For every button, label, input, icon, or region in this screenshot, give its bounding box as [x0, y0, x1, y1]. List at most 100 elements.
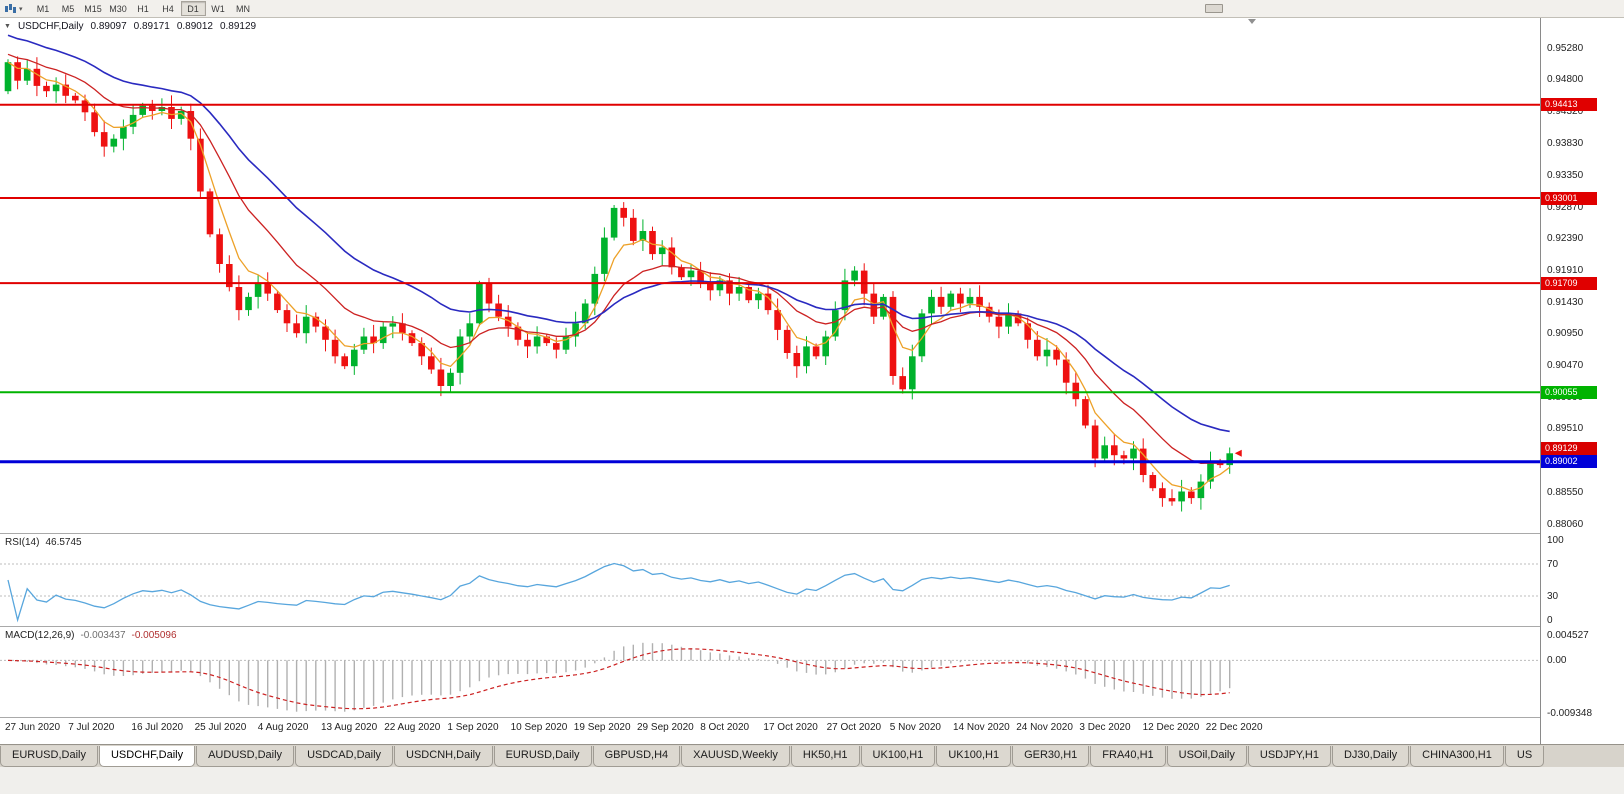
high-value: 0.89171 [133, 21, 170, 32]
chart-hscrollbar-thumb[interactable] [1205, 4, 1223, 13]
timeframe-buttons: M1 M5 M15 M30 H1 H4 D1 W1 MN [31, 1, 256, 16]
symbol-tab-hk50-h1[interactable]: HK50,H1 [790, 746, 860, 767]
candlestick-chart-icon [5, 3, 16, 13]
rsi-name: RSI(14) [5, 537, 40, 548]
last-price-marker [1234, 449, 1242, 457]
chart-tabbar: EURUSD,Daily USDCHF,Daily AUDUSD,Daily USDC… [0, 744, 1624, 767]
date-tick-label: 10 Sep 2020 [510, 722, 568, 733]
symbol-tab-audusd-daily[interactable]: AUDUSD,Daily [196, 746, 295, 767]
price-tick-label: 0.95280 [1547, 42, 1584, 54]
symbol-tab-uk100-h1[interactable]: UK100,H1 [936, 746, 1012, 767]
symbol-tab-fra40-h1[interactable]: FRA40,H1 [1090, 746, 1166, 767]
symbol-tab-ger30-h1[interactable]: GER30,H1 [1012, 746, 1090, 767]
date-tick-label: 29 Sep 2020 [637, 722, 694, 733]
macd-indicator-canvas[interactable] [0, 627, 1540, 717]
price-tick-label: 0.93830 [1547, 138, 1584, 150]
macd-level-label: 0.004527 [1547, 630, 1589, 641]
rsi-level-label: 0 [1547, 615, 1553, 626]
symbol-tab-gbpusd-h4[interactable]: GBPUSD,H4 [592, 746, 681, 767]
macd-name: MACD(12,26,9) [5, 630, 75, 641]
price-tick-label: 0.90470 [1547, 359, 1584, 371]
timeframe-button-MN[interactable]: MN [236, 4, 251, 14]
date-tick-label: 14 Nov 2020 [953, 722, 1010, 733]
timeframe-button-M1[interactable]: M1 [36, 4, 50, 14]
price-tick-label: 0.88060 [1547, 518, 1584, 530]
timeframe-button-D1[interactable]: D1 [180, 1, 206, 16]
symbol-tab-eurusd-daily[interactable]: EURUSD,Daily [493, 746, 592, 767]
rsi-indicator-canvas[interactable] [0, 534, 1540, 626]
macd-level-label: -0.009348 [1547, 708, 1593, 719]
price-tick-label: 0.91430 [1547, 296, 1584, 308]
hline-price-badge: 0.93001 [1541, 191, 1597, 205]
symbol-tab-usdcnh-daily[interactable]: USDCNH,Daily [394, 746, 493, 767]
hline-price-badge: 0.90055 [1541, 385, 1597, 399]
panel-splitter-rsi[interactable] [0, 533, 1624, 534]
timeframe-button-M5[interactable]: M5 [61, 4, 75, 14]
price-tick-label: 0.92390 [1547, 233, 1584, 245]
hline-price-badge: 0.91709 [1541, 276, 1597, 290]
date-tick-label: 7 Jul 2020 [68, 722, 115, 733]
macd-main-value: -0.003437 [80, 630, 126, 641]
price-tick-label: 0.89510 [1547, 423, 1584, 435]
timeframe-button-W1[interactable]: W1 [211, 4, 225, 14]
symbol-tab-usdchf-daily[interactable]: USDCHF,Daily [98, 746, 196, 767]
chart-window[interactable]: ▼ USDCHF,Daily 0.89097 0.89171 0.89012 0… [0, 18, 1624, 744]
chevron-down-icon: ▾ [19, 5, 23, 13]
ohlc-collapse-icon[interactable]: ▼ [4, 22, 11, 30]
rsi-value: 46.5745 [45, 537, 82, 548]
low-value: 0.89012 [176, 21, 213, 32]
rsi-label: RSI(14) 46.5745 [5, 537, 88, 548]
macd-signal-value: -0.005096 [131, 630, 177, 641]
symbol-period-label: USDCHF,Daily [17, 21, 84, 32]
timeframe-button-M15[interactable]: M15 [84, 4, 102, 14]
date-tick-label: 16 Jul 2020 [131, 722, 184, 733]
symbol-tab-eurusd-daily[interactable]: EURUSD,Daily [0, 746, 98, 767]
date-tick-label: 1 Sep 2020 [447, 722, 499, 733]
price-tick-label: 0.90950 [1547, 328, 1584, 340]
price-tick-label: 0.94320 [1547, 106, 1584, 117]
date-tick-label: 27 Oct 2020 [826, 722, 882, 733]
price-tick-label: 0.94800 [1547, 74, 1584, 86]
date-tick-label: 3 Dec 2020 [1079, 722, 1131, 733]
panel-splitter-macd[interactable] [0, 626, 1624, 627]
timeframe-button-M30[interactable]: M30 [109, 4, 127, 14]
chart-shift-marker[interactable] [1248, 19, 1256, 24]
symbol-tab-usdcad-daily[interactable]: USDCAD,Daily [295, 746, 394, 767]
price-tick-label: 0.92870 [1547, 201, 1584, 213]
timeframe-toolbar: ▾ M1 M5 M15 M30 H1 H4 D1 W1 MN [0, 0, 1624, 18]
rsi-level-label: 70 [1547, 559, 1559, 570]
date-tick-label: 5 Nov 2020 [889, 722, 941, 733]
price-scale[interactable]: 0.95280 0.94800 0.94320 0.93830 0.93350 0.928… [1540, 18, 1624, 744]
date-tick-label: 17 Oct 2020 [763, 722, 818, 733]
symbol-tab-dj30-daily[interactable]: DJ30,Daily [1331, 746, 1410, 767]
rsi-level-label: 100 [1547, 535, 1564, 546]
timeframe-button-H4[interactable]: H4 [162, 4, 174, 14]
price-tick-label: 0.88550 [1547, 486, 1584, 498]
price-chart-canvas[interactable] [0, 18, 1540, 533]
close-value: 0.89129 [219, 21, 257, 32]
symbol-tab-usdjpy-h1[interactable]: USDJPY,H1 [1247, 746, 1331, 767]
date-tick-label: 12 Dec 2020 [1142, 722, 1200, 733]
price-tick-label: 0.93350 [1547, 169, 1584, 181]
price-tick-label: 0.91910 [1547, 264, 1584, 276]
symbol-tab-china300-h1[interactable]: CHINA300,H1 [1410, 746, 1504, 767]
chart-ohlc-header: ▼ USDCHF,Daily 0.89097 0.89171 0.89012 0… [4, 21, 256, 32]
bottom-strip [0, 767, 1624, 794]
hline-price-badge: 0.89002 [1541, 454, 1597, 468]
date-tick-label: 19 Sep 2020 [573, 722, 631, 733]
symbol-tab-uk100-h1[interactable]: UK100,H1 [860, 746, 936, 767]
symbol-tab-xauusd-weekly[interactable]: XAUUSD,Weekly [681, 746, 790, 767]
open-value: 0.89097 [90, 21, 127, 32]
date-tick-label: 25 Jul 2020 [194, 722, 247, 733]
rsi-level-label: 30 [1547, 591, 1559, 602]
date-tick-label: 8 Oct 2020 [700, 722, 750, 733]
symbol-tab-usoil-daily[interactable]: USOil,Daily [1166, 746, 1247, 767]
date-tick-label: 4 Aug 2020 [257, 722, 309, 733]
symbol-tab-us[interactable]: US [1504, 746, 1545, 767]
date-tick-label: 13 Aug 2020 [321, 722, 378, 733]
date-axis-divider [0, 717, 1624, 718]
timeframe-button-H1[interactable]: H1 [137, 4, 149, 14]
macd-level-label: 0.00 [1547, 655, 1567, 667]
charts-toolbar-icon[interactable]: ▾ [4, 3, 23, 15]
